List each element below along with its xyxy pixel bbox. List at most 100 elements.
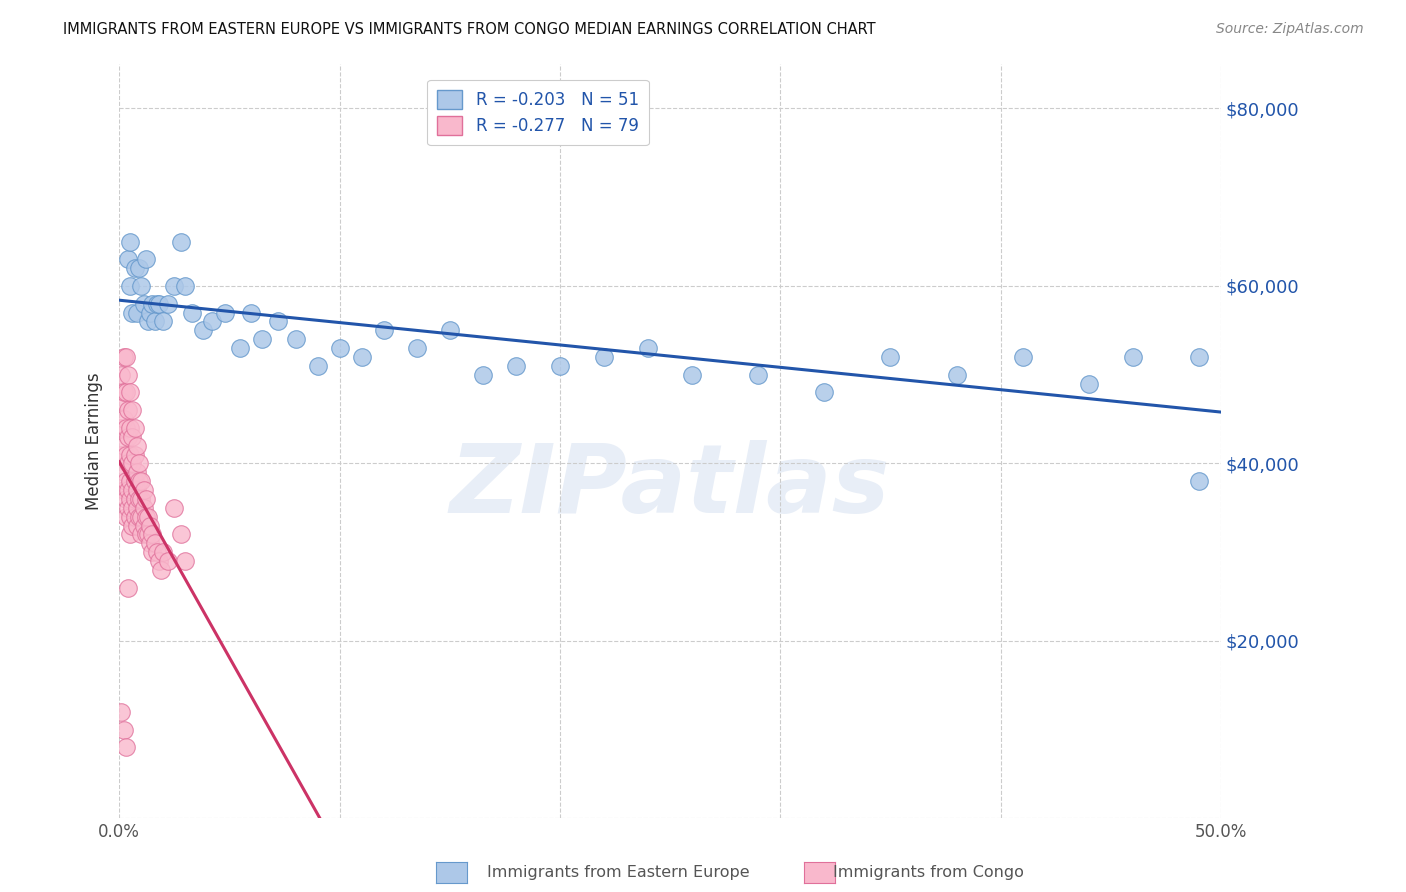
Point [117,252,139,267]
Text: IMMIGRANTS FROM EASTERN EUROPE VS IMMIGRANTS FROM CONGO MEDIAN EARNINGS CORRELAT: IMMIGRANTS FROM EASTERN EUROPE VS IMMIGR… [63,22,876,37]
Point [141,296,163,310]
Point [117,500,139,515]
Point [139,305,162,319]
Point [128,509,150,524]
Point [229,341,252,355]
Point [132,518,155,533]
Point [121,403,143,417]
Point [637,341,659,355]
Point [148,296,170,310]
Point [117,483,139,497]
Point [135,491,157,506]
Point [135,252,157,267]
Point [132,296,155,310]
Point [170,235,193,249]
Point [110,421,132,435]
Point [141,527,163,541]
Point [125,518,148,533]
Point [307,359,329,373]
Point [115,491,138,506]
Point [1188,474,1211,488]
Text: ZIPatlas: ZIPatlas [450,440,890,533]
Point [117,457,139,471]
Point [131,527,153,541]
Point [593,350,616,364]
Point [128,474,150,488]
Point [505,359,527,373]
Point [120,279,142,293]
Point [110,368,132,382]
Point [125,466,148,480]
Point [191,323,214,337]
Point [115,385,138,400]
Point [139,536,162,550]
Point [548,359,571,373]
Point [117,430,139,444]
Point [284,332,307,346]
Point [131,509,153,524]
Point [156,296,179,310]
Point [112,466,135,480]
Point [350,350,373,364]
Point [145,545,167,559]
Point [112,350,135,364]
Point [139,518,162,533]
Point [112,483,135,497]
Point [747,368,769,382]
Point [125,439,148,453]
Point [120,527,142,541]
Point [143,314,166,328]
Point [405,341,427,355]
Point [135,527,157,541]
Point [121,483,143,497]
Point [117,403,139,417]
Point [124,261,146,276]
Point [128,457,150,471]
Point [135,509,157,524]
Point [110,394,132,409]
Point [136,314,159,328]
Point [125,305,148,319]
Point [124,491,146,506]
Point [115,740,138,755]
Point [267,314,290,328]
Point [163,279,186,293]
Point [120,474,142,488]
Point [124,474,146,488]
Point [329,341,352,355]
Point [115,474,138,488]
Point [439,323,461,337]
Point [156,554,179,568]
Point [141,545,163,559]
Point [681,368,703,382]
Point [136,509,159,524]
Point [1011,350,1033,364]
Point [121,500,143,515]
Text: Immigrants from Eastern Europe: Immigrants from Eastern Europe [488,865,749,880]
Point [121,457,143,471]
Point [112,385,135,400]
Point [145,296,167,310]
Point [115,509,138,524]
Point [1122,350,1144,364]
Point [879,350,901,364]
Point [813,385,835,400]
Point [131,279,153,293]
Point [1188,350,1211,364]
Point [115,421,138,435]
Point [132,483,155,497]
Point [115,448,138,462]
Point [148,554,170,568]
Point [120,385,142,400]
Point [143,536,166,550]
Point [120,235,142,249]
Point [240,305,263,319]
Point [945,368,967,382]
Y-axis label: Median Earnings: Median Earnings [86,373,103,510]
Point [120,509,142,524]
Point [125,483,148,497]
Point [136,527,159,541]
Text: Source: ZipAtlas.com: Source: ZipAtlas.com [1216,22,1364,37]
Point [128,261,150,276]
Legend: R = -0.203   N = 51, R = -0.277   N = 79: R = -0.203 N = 51, R = -0.277 N = 79 [427,80,648,145]
